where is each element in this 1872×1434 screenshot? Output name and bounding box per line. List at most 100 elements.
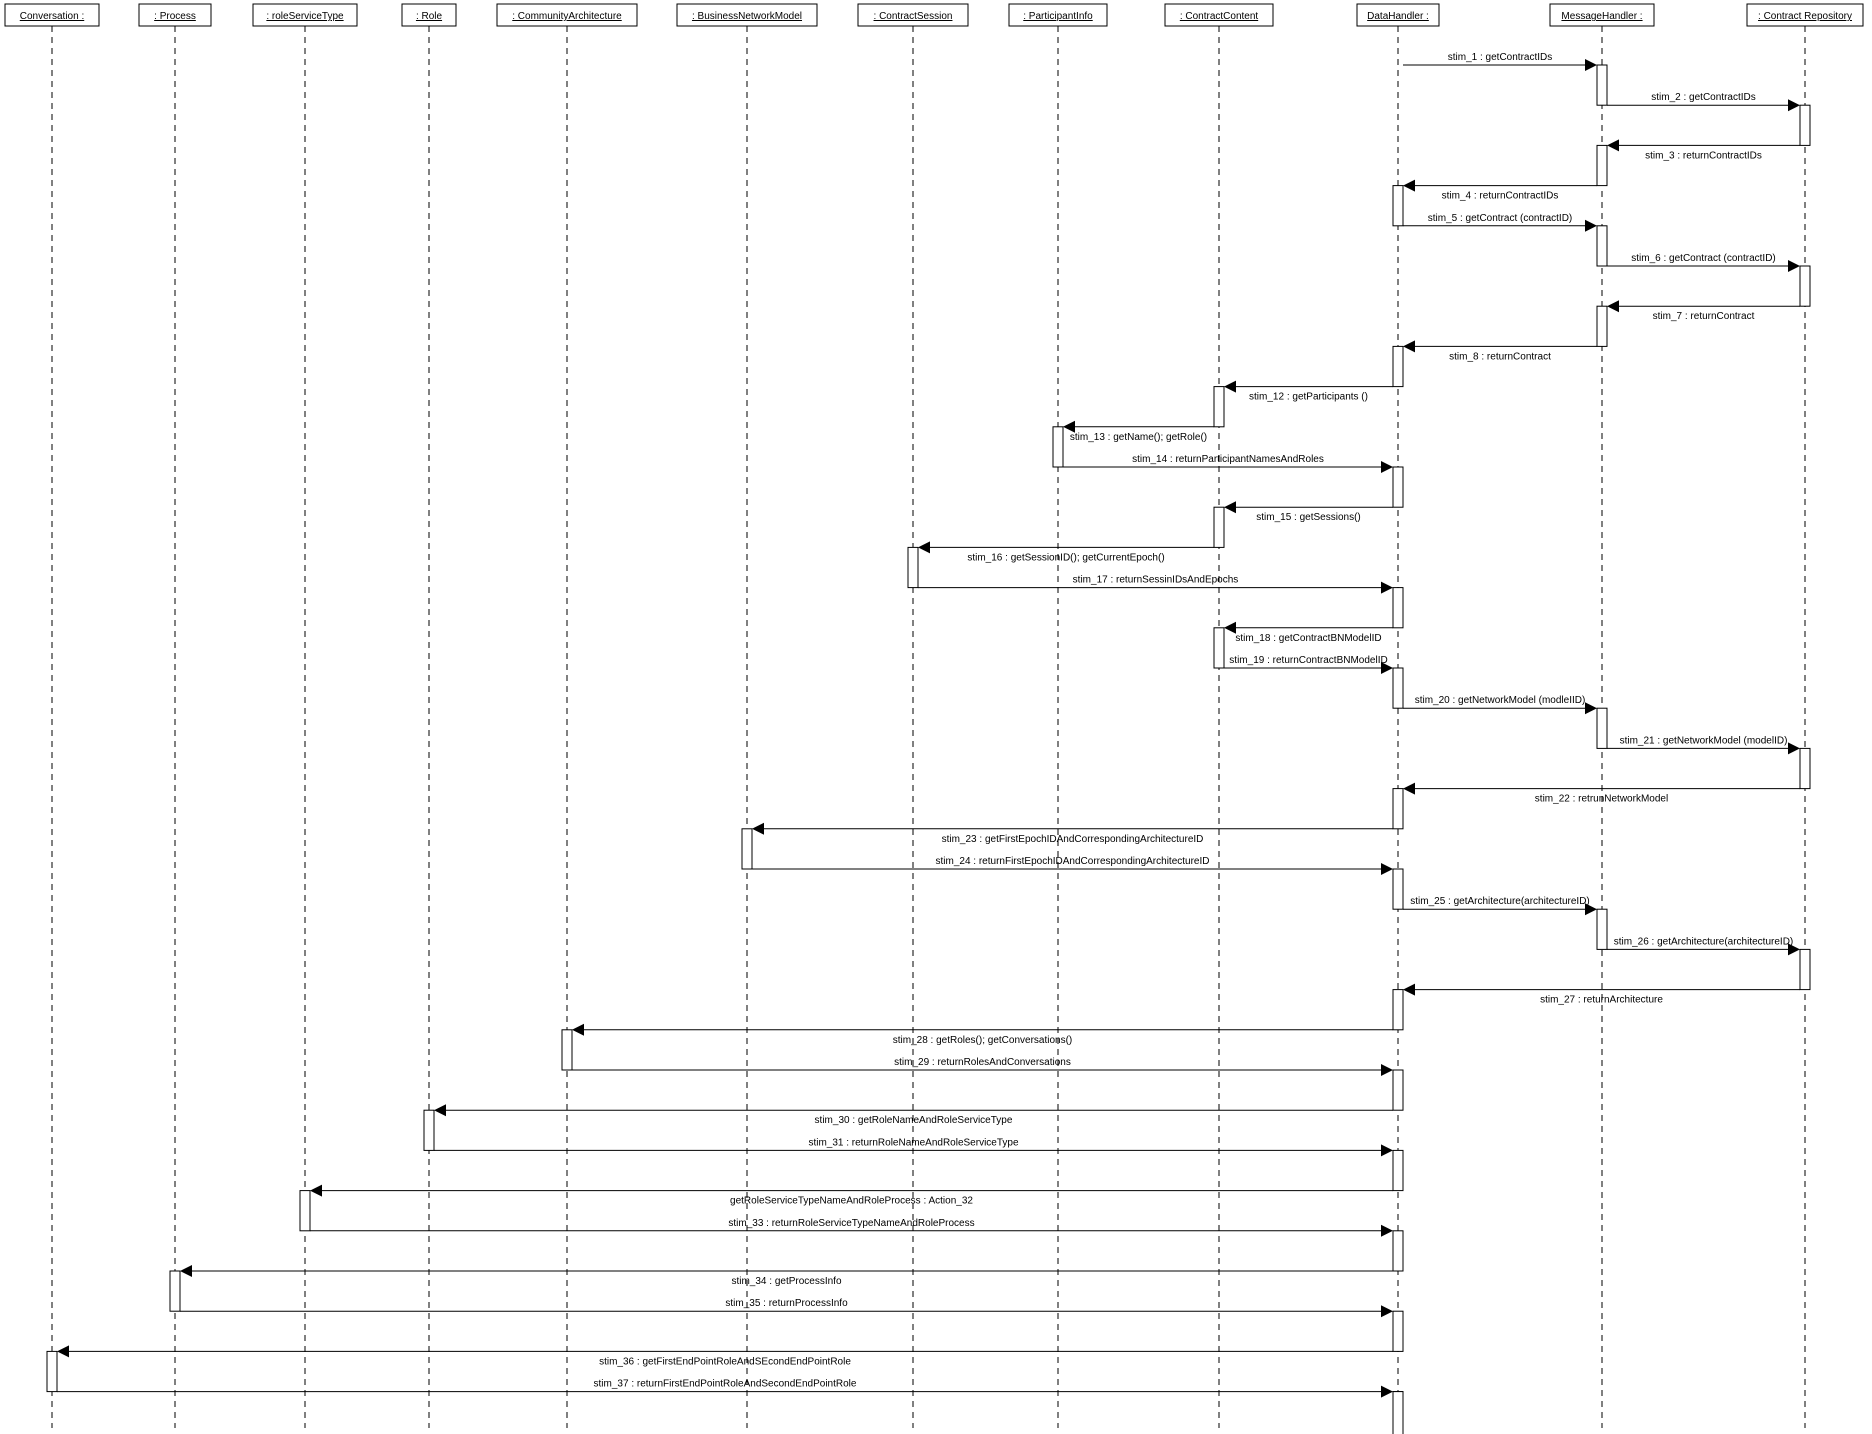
lifeline-header-box	[252, 3, 358, 27]
arrowhead-icon	[1381, 581, 1393, 594]
message-26: stim_29 : returnRolesAndConversations	[572, 1057, 1393, 1076]
message-17: stim_20 : getNetworkModel (modleIID)	[1403, 695, 1597, 715]
activation-box	[1799, 265, 1811, 307]
message-label: stim_14 : returnParticipantNamesAndRoles	[1132, 454, 1324, 465]
message-label: stim_18 : getContractBNModelID	[1235, 633, 1381, 644]
lifeline-businessnetworkmodel: : BusinessNetworkModel	[676, 3, 818, 1428]
arrowhead-icon	[1585, 702, 1597, 715]
activation-box	[1392, 989, 1404, 1031]
activation-box	[46, 1350, 58, 1393]
arrowhead-icon	[1381, 1144, 1393, 1157]
activation-box	[1392, 1391, 1404, 1434]
message-label: stim_7 : returnContract	[1653, 311, 1755, 322]
lifeline-label: : ParticipantInfo	[1023, 11, 1093, 22]
message-27: stim_30 : getRoleNameAndRoleServiceType	[434, 1104, 1393, 1126]
activation-box	[1596, 225, 1608, 267]
message-label: stim_6 : getContract (contractID)	[1631, 253, 1776, 264]
lifeline-header-box	[401, 3, 457, 27]
arrowhead-icon	[572, 1023, 584, 1036]
activation-box	[1392, 466, 1404, 508]
message-11: stim_14 : returnParticipantNamesAndRoles	[1063, 454, 1393, 473]
message-label: stim_20 : getNetworkModel (modleIID)	[1415, 695, 1586, 706]
lifeline-label: : Process	[154, 11, 196, 22]
arrowhead-icon	[1585, 903, 1597, 916]
arrowhead-icon	[1224, 501, 1236, 514]
activations-layer	[46, 64, 1811, 1434]
message-6: stim_6 : getContract (contractID)	[1607, 253, 1800, 272]
activation-box	[1596, 908, 1608, 950]
activation-box	[1596, 305, 1608, 347]
activation-box	[1392, 587, 1404, 629]
lifeline-role: : Role	[401, 3, 457, 1428]
message-14: stim_17 : returnSessinIDsAndEpochs	[918, 575, 1393, 594]
lifeline-label: Conversation :	[20, 11, 84, 22]
arrowhead-icon	[1063, 420, 1075, 433]
arrowhead-icon	[1607, 300, 1619, 313]
activation-box	[1596, 707, 1608, 749]
lifeline-label: : Role	[416, 11, 443, 22]
message-label: stim_23 : getFirstEpochIDAndCorrespondin…	[942, 834, 1204, 845]
activation-box	[1799, 104, 1811, 146]
message-3: stim_3 : returnContractIDs	[1607, 139, 1800, 161]
message-8: stim_8 : returnContract	[1403, 340, 1597, 362]
message-29: getRoleServiceTypeNameAndRoleProcess : A…	[310, 1184, 1393, 1207]
message-label: stim_16 : getSessionID(); getCurrentEpoc…	[967, 552, 1164, 563]
lifeline-label: : roleServiceType	[266, 11, 344, 22]
message-16: stim_19 : returnContractBNModelID	[1224, 655, 1393, 674]
lifeline-conversation: Conversation :	[4, 3, 100, 1428]
lifeline-label: : ContractContent	[1180, 11, 1259, 22]
activation-box	[1213, 506, 1225, 548]
activation-box	[1392, 1230, 1404, 1272]
message-label: stim_33 : returnRoleServiceTypeNameAndRo…	[728, 1218, 974, 1229]
activation-box	[1596, 144, 1608, 187]
activation-box	[1392, 1149, 1404, 1192]
message-label: stim_31 : returnRoleNameAndRoleServiceTy…	[808, 1137, 1019, 1148]
message-label: stim_2 : getContractIDs	[1651, 92, 1755, 103]
message-32: stim_35 : returnProcessInfo	[180, 1298, 1393, 1318]
arrowhead-icon	[434, 1104, 446, 1117]
message-19: stim_22 : retrunNetworkModel	[1403, 782, 1800, 805]
message-5: stim_5 : getContract (contractID)	[1403, 213, 1597, 232]
activation-box	[1392, 1310, 1404, 1352]
message-25: stim_28 : getRoles(); getConversations()	[572, 1023, 1393, 1046]
arrowhead-icon	[310, 1184, 322, 1197]
message-label: stim_12 : getParticipants ()	[1249, 392, 1368, 403]
lifeline-datahandler: DataHandler :	[1356, 3, 1440, 1428]
activation-box	[1213, 627, 1225, 669]
message-7: stim_7 : returnContract	[1607, 300, 1800, 322]
lifeline-participantinfo: : ParticipantInfo	[1008, 3, 1108, 1428]
activation-box	[1392, 868, 1404, 910]
message-label: stim_4 : returnContractIDs	[1442, 191, 1559, 202]
arrowhead-icon	[180, 1265, 192, 1277]
message-label: stim_1 : getContractIDs	[1448, 52, 1552, 63]
message-34: stim_37 : returnFirstEndPointRoleAndSeco…	[57, 1379, 1393, 1398]
activation-box	[1052, 426, 1064, 468]
lifeline-contractsession: : ContractSession	[857, 3, 969, 1428]
message-label: stim_5 : getContract (contractID)	[1428, 213, 1573, 224]
lifeline-process: : Process	[138, 3, 212, 1428]
activation-box	[1392, 185, 1404, 227]
activation-box	[423, 1109, 435, 1151]
arrowhead-icon	[1224, 380, 1236, 393]
lifeline-header-box	[4, 3, 100, 27]
arrowhead-icon	[1381, 1305, 1393, 1318]
message-label: stim_29 : returnRolesAndConversations	[894, 1057, 1071, 1068]
activation-box	[1392, 667, 1404, 709]
arrowhead-icon	[1607, 139, 1619, 152]
arrowhead-icon	[1403, 179, 1415, 192]
message-1: stim_1 : getContractIDs	[1403, 52, 1597, 71]
arrowhead-icon	[1381, 1224, 1393, 1237]
message-label: stim_3 : returnContractIDs	[1645, 150, 1762, 161]
message-2: stim_2 : getContractIDs	[1607, 92, 1800, 112]
message-label: stim_28 : getRoles(); getConversations()	[893, 1035, 1073, 1046]
message-24: stim_27 : returnArchitecture	[1403, 983, 1800, 1006]
lifeline-header-box	[1549, 3, 1655, 27]
arrowhead-icon	[1224, 621, 1236, 634]
arrowhead-icon	[1788, 99, 1800, 112]
activation-box	[169, 1270, 181, 1312]
arrowhead-icon	[1381, 1064, 1393, 1076]
lifeline-header-box	[1746, 3, 1864, 27]
lifeline-label: : BusinessNetworkModel	[692, 11, 802, 22]
lifeline-header-box	[138, 3, 212, 27]
